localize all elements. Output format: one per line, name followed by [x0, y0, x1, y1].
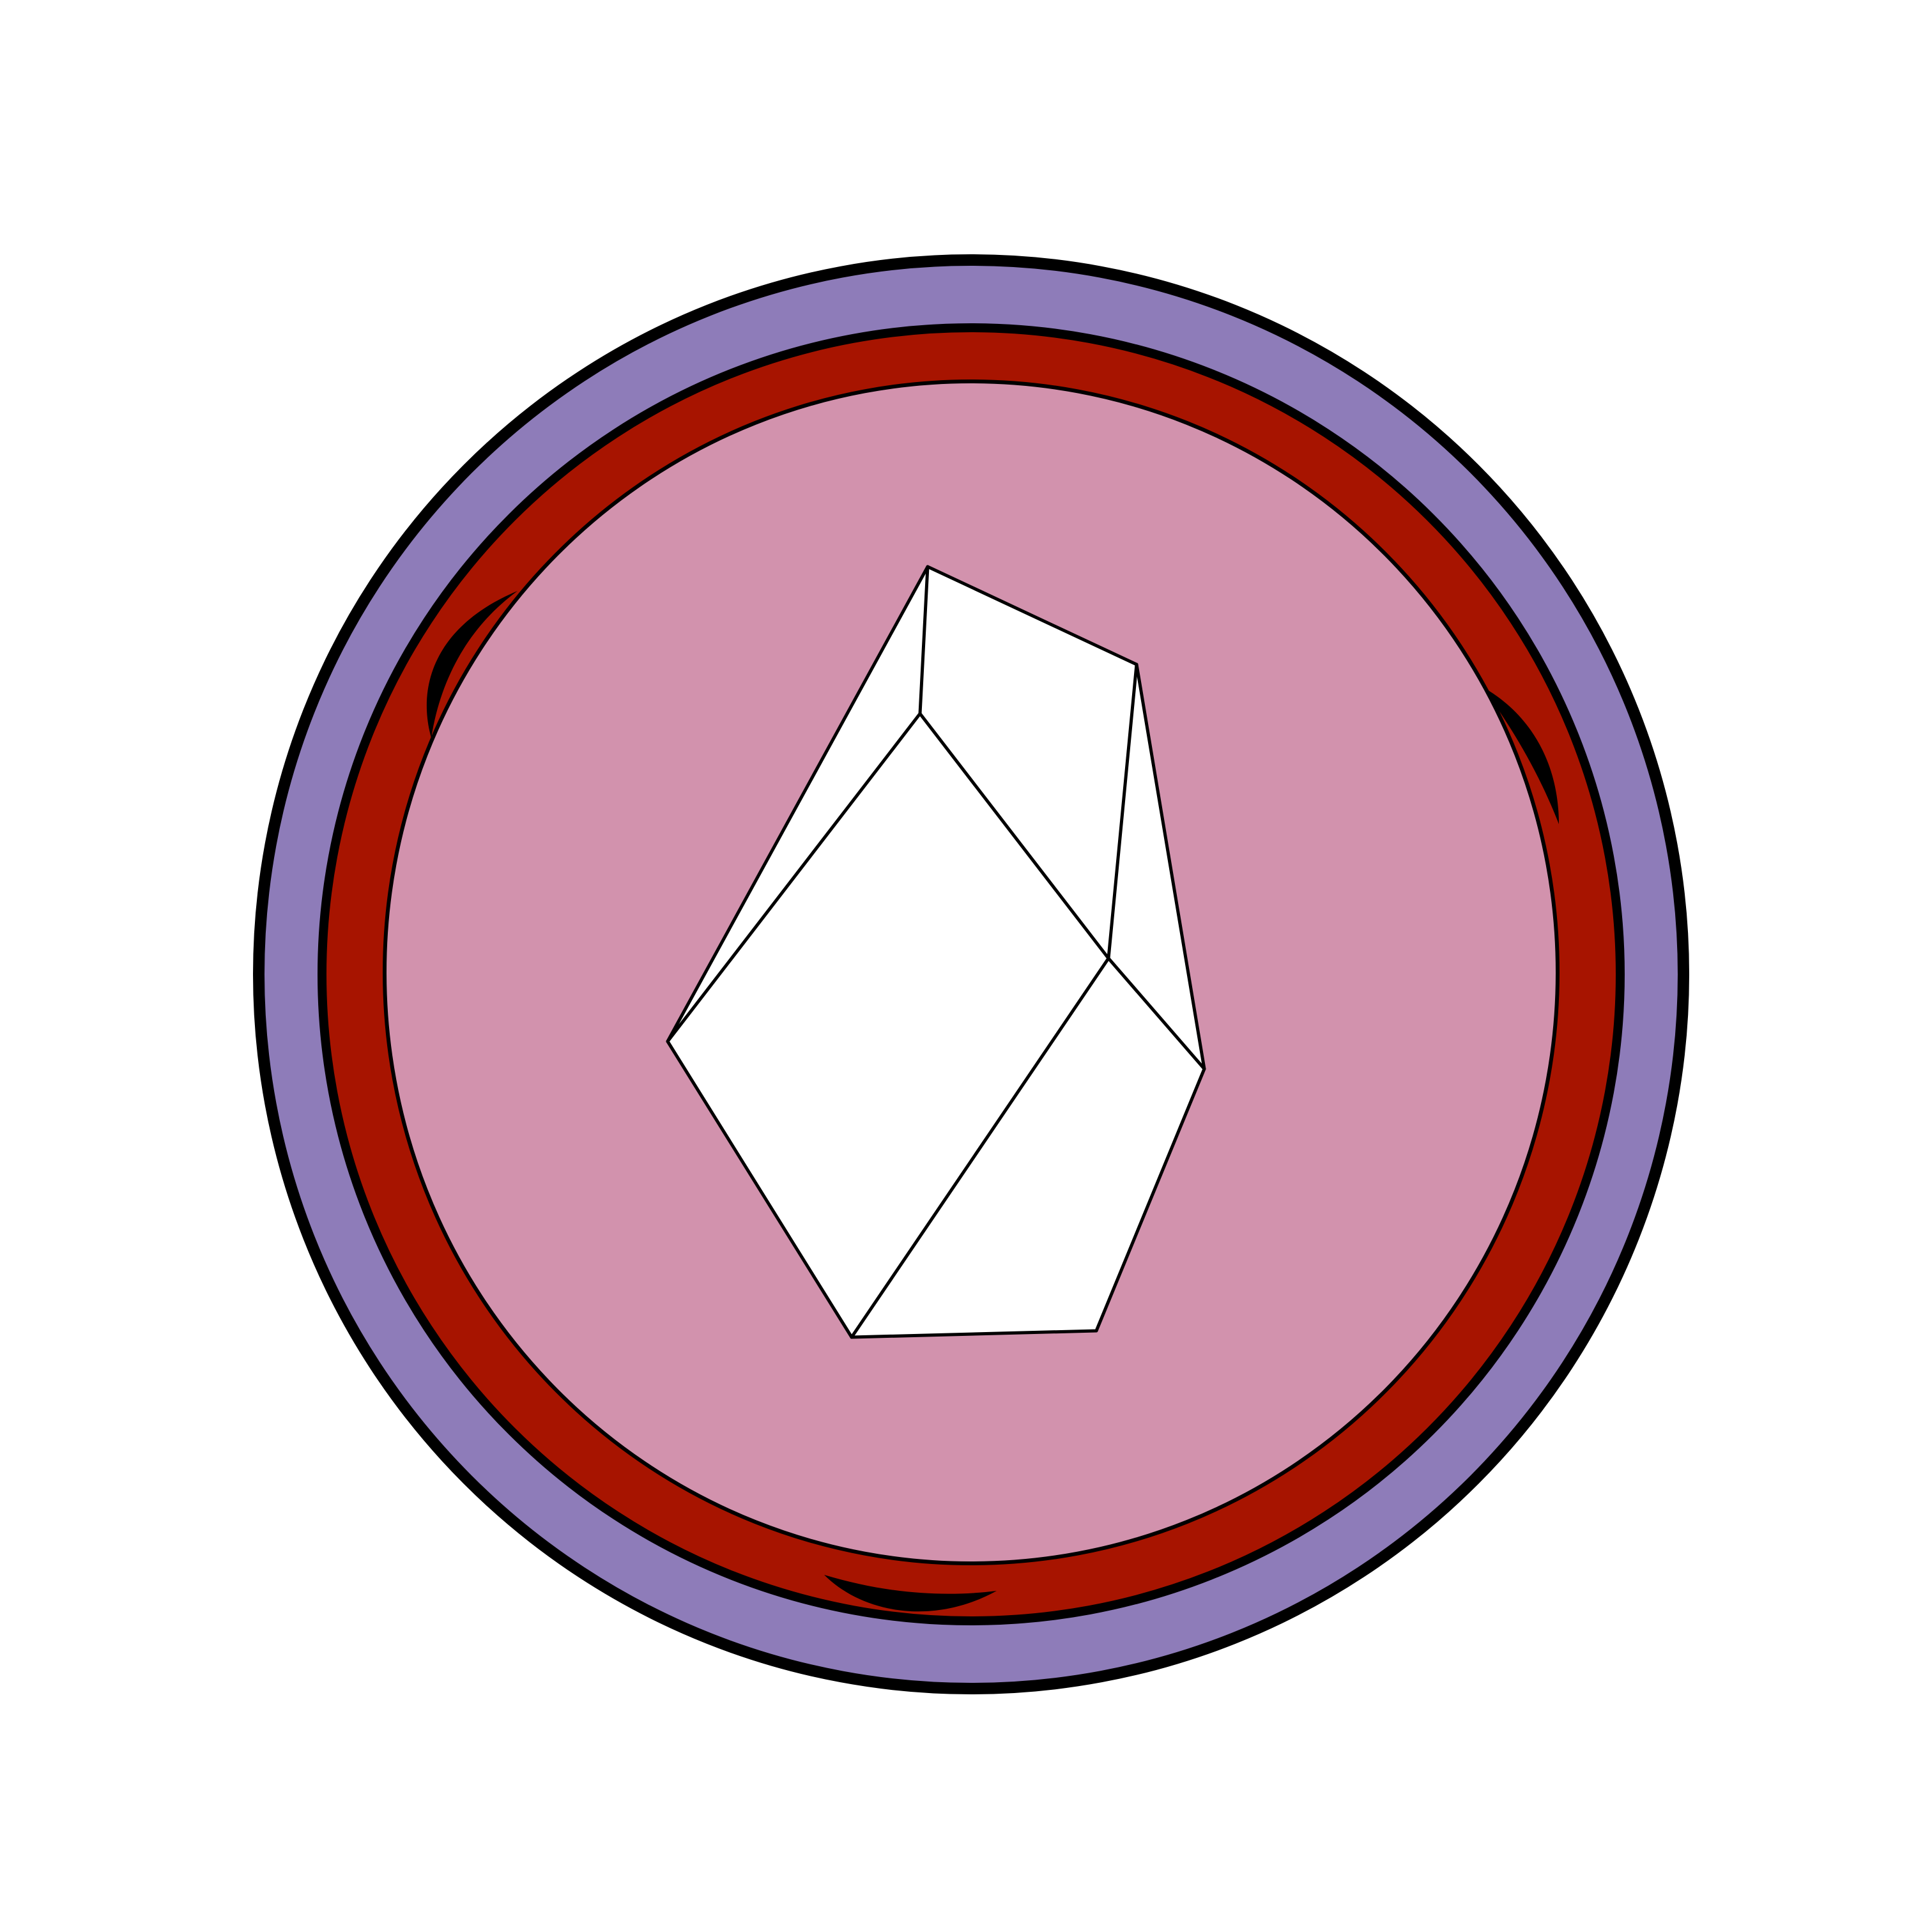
- crystal-icon: [666, 565, 1206, 1339]
- crystal-facet-line: [1107, 956, 1206, 1071]
- crystal-facet-line: [918, 565, 1138, 960]
- crescent-icon: [426, 591, 518, 738]
- crescent-accents: [426, 591, 1559, 1612]
- crystal-facet-line: [850, 956, 1110, 1339]
- crescent-icon: [824, 1575, 997, 1612]
- crescent-icon: [1482, 687, 1559, 824]
- crystal-facet-line: [666, 712, 922, 1043]
